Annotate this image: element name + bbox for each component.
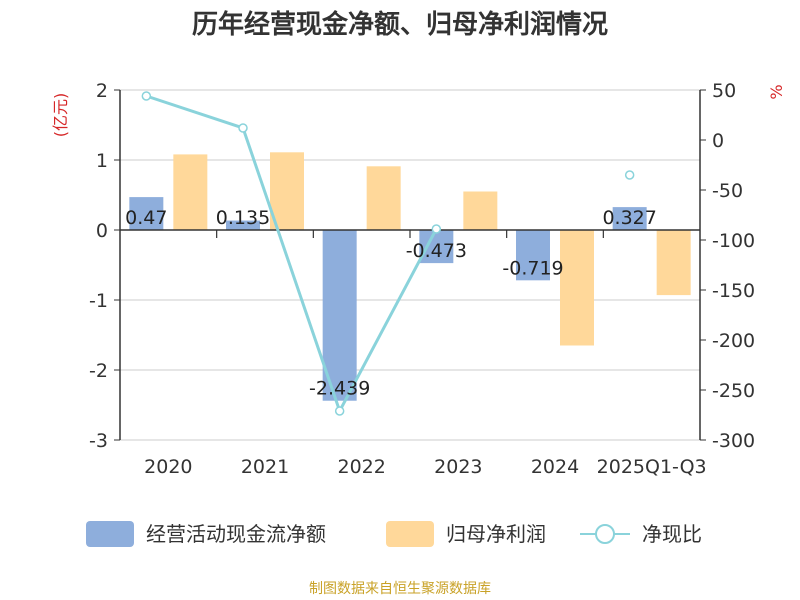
- chart-title: 历年经营现金净额、归母净利润情况: [191, 10, 608, 40]
- right-tick-label: -50: [712, 180, 743, 202]
- grid-lines: [120, 89, 700, 441]
- cash-flow-data-label: -2.439: [309, 378, 370, 400]
- left-tick-label: 1: [96, 150, 108, 172]
- ratio-point: [141, 91, 152, 101]
- axes: 2 1 0 -1 -2 -3 50 0 -50 -100 -150 -200 -250 -300 2020 2…: [89, 80, 755, 478]
- category-label: 2021: [241, 456, 289, 478]
- bar-net-profit: [270, 152, 304, 230]
- bar-group: [129, 152, 691, 401]
- right-tick-label: -300: [712, 430, 755, 452]
- bar-cash-flow: [612, 207, 647, 230]
- bar-cash-flow: [226, 220, 260, 230]
- left-axis-label: (亿元): [51, 93, 70, 138]
- right-tick-label: 50: [712, 80, 736, 102]
- bar-net-profit: [656, 230, 691, 296]
- data-labels: 0.47 0.135 -2.439 -0.473 -0.719 0.327: [125, 207, 657, 400]
- legend-label: 经营活动现金流净额: [146, 522, 326, 546]
- category-label: 2025Q1-Q3: [597, 456, 707, 478]
- legend-item-net-profit: 归母净利润: [386, 521, 546, 547]
- legend: 经营活动现金流净额 归母净利润 净现比: [86, 521, 702, 547]
- bar-cash-flow: [419, 230, 454, 264]
- bar-cash-flow: [129, 197, 164, 230]
- cash-flow-data-label: -0.719: [502, 257, 563, 279]
- category-label: 2024: [531, 456, 579, 478]
- left-tick-label: 2: [96, 80, 108, 102]
- bar-cash-flow: [322, 230, 357, 401]
- right-axis-label: %: [767, 84, 786, 99]
- ratio-point: [334, 406, 345, 416]
- category-label: 2022: [337, 456, 385, 478]
- legend-marker: [595, 524, 615, 544]
- left-tick-label: -1: [89, 290, 108, 312]
- bar-net-profit: [560, 230, 594, 346]
- cash-flow-data-label: 0.47: [125, 207, 167, 229]
- bar-net-profit: [366, 166, 401, 230]
- right-tick-label: -250: [712, 380, 755, 402]
- line-series: [141, 91, 635, 416]
- left-tick-label: -2: [89, 360, 108, 382]
- left-tick-label: -3: [89, 430, 108, 452]
- legend-swatch: [86, 521, 134, 547]
- right-tick-label: -150: [712, 280, 755, 302]
- ratio-point: [431, 224, 442, 234]
- ratio-point: [238, 123, 248, 133]
- right-tick-label: 0: [712, 130, 724, 152]
- category-label: 2023: [434, 456, 482, 478]
- category-label: 2020: [144, 456, 192, 478]
- right-tick-label: -100: [712, 230, 755, 252]
- legend-label: 归母净利润: [446, 522, 546, 546]
- bar-net-profit: [463, 191, 498, 230]
- bar-cash-flow: [516, 230, 550, 281]
- cash-flow-data-label: 0.135: [216, 207, 270, 229]
- legend-label: 净现比: [642, 522, 702, 546]
- legend-item-ratio: 净现比: [580, 522, 702, 546]
- right-tick-label: -200: [712, 330, 755, 352]
- legend-swatch: [386, 521, 434, 547]
- ratio-point: [624, 170, 635, 180]
- source-note: 制图数据来自恒生聚源数据库: [309, 581, 491, 597]
- cash-flow-data-label: 0.327: [602, 207, 656, 229]
- bar-net-profit: [173, 154, 208, 230]
- left-tick-label: 0: [96, 220, 108, 242]
- cash-flow-data-label: -0.473: [406, 240, 467, 262]
- legend-item-cash-flow: 经营活动现金流净额: [86, 521, 326, 547]
- ratio-line: [145, 94, 438, 415]
